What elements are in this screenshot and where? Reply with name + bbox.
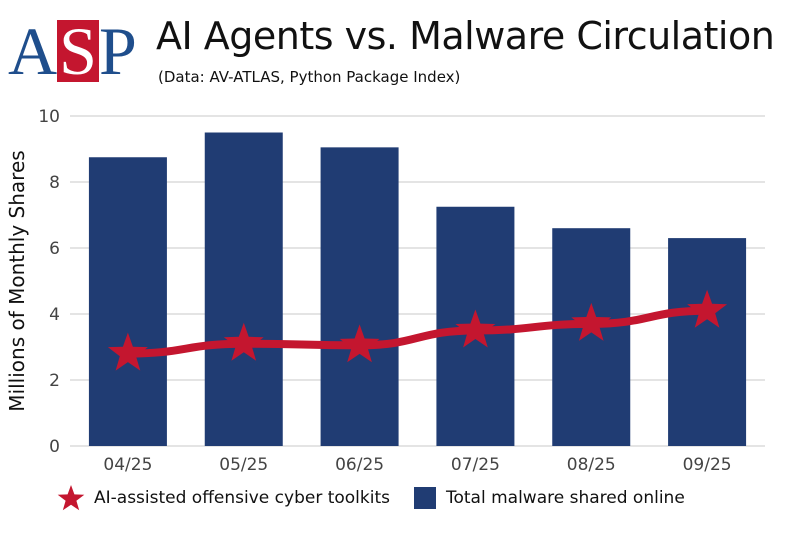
x-tick-label: 08/25 bbox=[567, 455, 616, 475]
legend-label-bar: Total malware shared online bbox=[446, 488, 685, 508]
y-tick-label: 10 bbox=[38, 107, 60, 127]
star-marker bbox=[107, 332, 148, 371]
bar bbox=[320, 147, 399, 446]
y-tick-label: 0 bbox=[49, 437, 60, 457]
x-tick-label: 06/25 bbox=[335, 455, 384, 475]
star-marker bbox=[455, 309, 496, 348]
chart: 0 2 4 6 8 10 Millions of Monthly Shares 04/25 05… bbox=[5, 107, 765, 475]
y-tick-label: 2 bbox=[49, 371, 60, 391]
star-marker bbox=[223, 322, 264, 361]
bar bbox=[668, 238, 747, 446]
y-tick-label: 4 bbox=[49, 305, 60, 325]
bar bbox=[204, 132, 283, 446]
star-icon bbox=[57, 485, 85, 511]
star-marker bbox=[571, 302, 612, 341]
legend-item-line: AI-assisted offensive cyber toolkits bbox=[56, 484, 390, 512]
y-tick-label: 8 bbox=[49, 173, 60, 193]
y-axis-label: Millions of Monthly Shares bbox=[5, 150, 29, 411]
x-tick-label: 07/25 bbox=[451, 455, 500, 475]
line-series bbox=[123, 306, 712, 358]
legend-swatch-bar bbox=[414, 487, 436, 509]
x-tick-label: 05/25 bbox=[219, 455, 268, 475]
star-marker bbox=[339, 324, 380, 363]
legend-item-bar: Total malware shared online bbox=[414, 487, 685, 509]
legend: AI-assisted offensive cyber toolkits Tot… bbox=[56, 484, 709, 512]
bar bbox=[552, 228, 631, 446]
x-tick-label: 09/25 bbox=[683, 455, 732, 475]
chart-title: AI Agents vs. Malware Circulation bbox=[156, 14, 775, 58]
bar bbox=[88, 157, 167, 446]
star-marker bbox=[687, 289, 728, 328]
chart-subtitle: (Data: AV-ATLAS, Python Package Index) bbox=[158, 68, 461, 86]
y-tick-label: 6 bbox=[49, 239, 60, 259]
x-tick-label: 04/25 bbox=[103, 455, 152, 475]
legend-label-line: AI-assisted offensive cyber toolkits bbox=[94, 488, 390, 508]
